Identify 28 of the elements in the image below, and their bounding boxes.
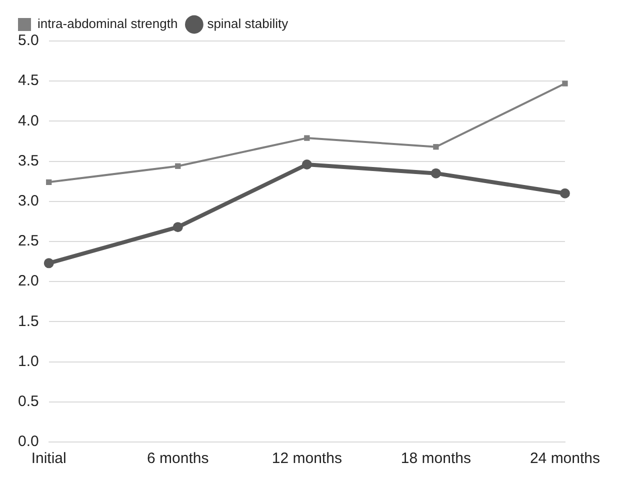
y-tick-label: 4.0	[18, 112, 39, 130]
y-tick-label: 0.0	[18, 433, 39, 450]
point	[304, 135, 310, 141]
point	[430, 168, 441, 178]
y-tick-label: 2.5	[18, 232, 39, 250]
legend-label: spinal stability	[207, 16, 289, 32]
x-tick-label: 12 months	[272, 450, 342, 468]
x-tick-label: 6 months	[147, 450, 209, 468]
y-tick-label: 3.0	[18, 192, 39, 210]
point	[433, 144, 439, 150]
point	[46, 179, 52, 185]
y-tick-label: 3.5	[18, 152, 39, 170]
point	[175, 163, 181, 169]
y-tick-label: 1.5	[18, 312, 39, 330]
x-tick-label: 24 months	[530, 450, 600, 468]
point	[302, 160, 312, 170]
point	[172, 222, 183, 232]
point	[560, 188, 570, 198]
point	[562, 80, 568, 86]
point	[44, 258, 54, 268]
legend-label: intra-abdominal strength	[38, 16, 178, 32]
y-tick-label: 0.5	[18, 393, 39, 410]
x-tick-label: 18 months	[400, 450, 471, 468]
y-tick-label: 2.0	[18, 272, 39, 290]
x-tick-label: Initial	[31, 450, 66, 468]
y-tick-label: 4.5	[18, 72, 39, 90]
y-tick-label: 1.0	[18, 352, 39, 370]
y-tick-label: 5.0	[18, 32, 39, 50]
